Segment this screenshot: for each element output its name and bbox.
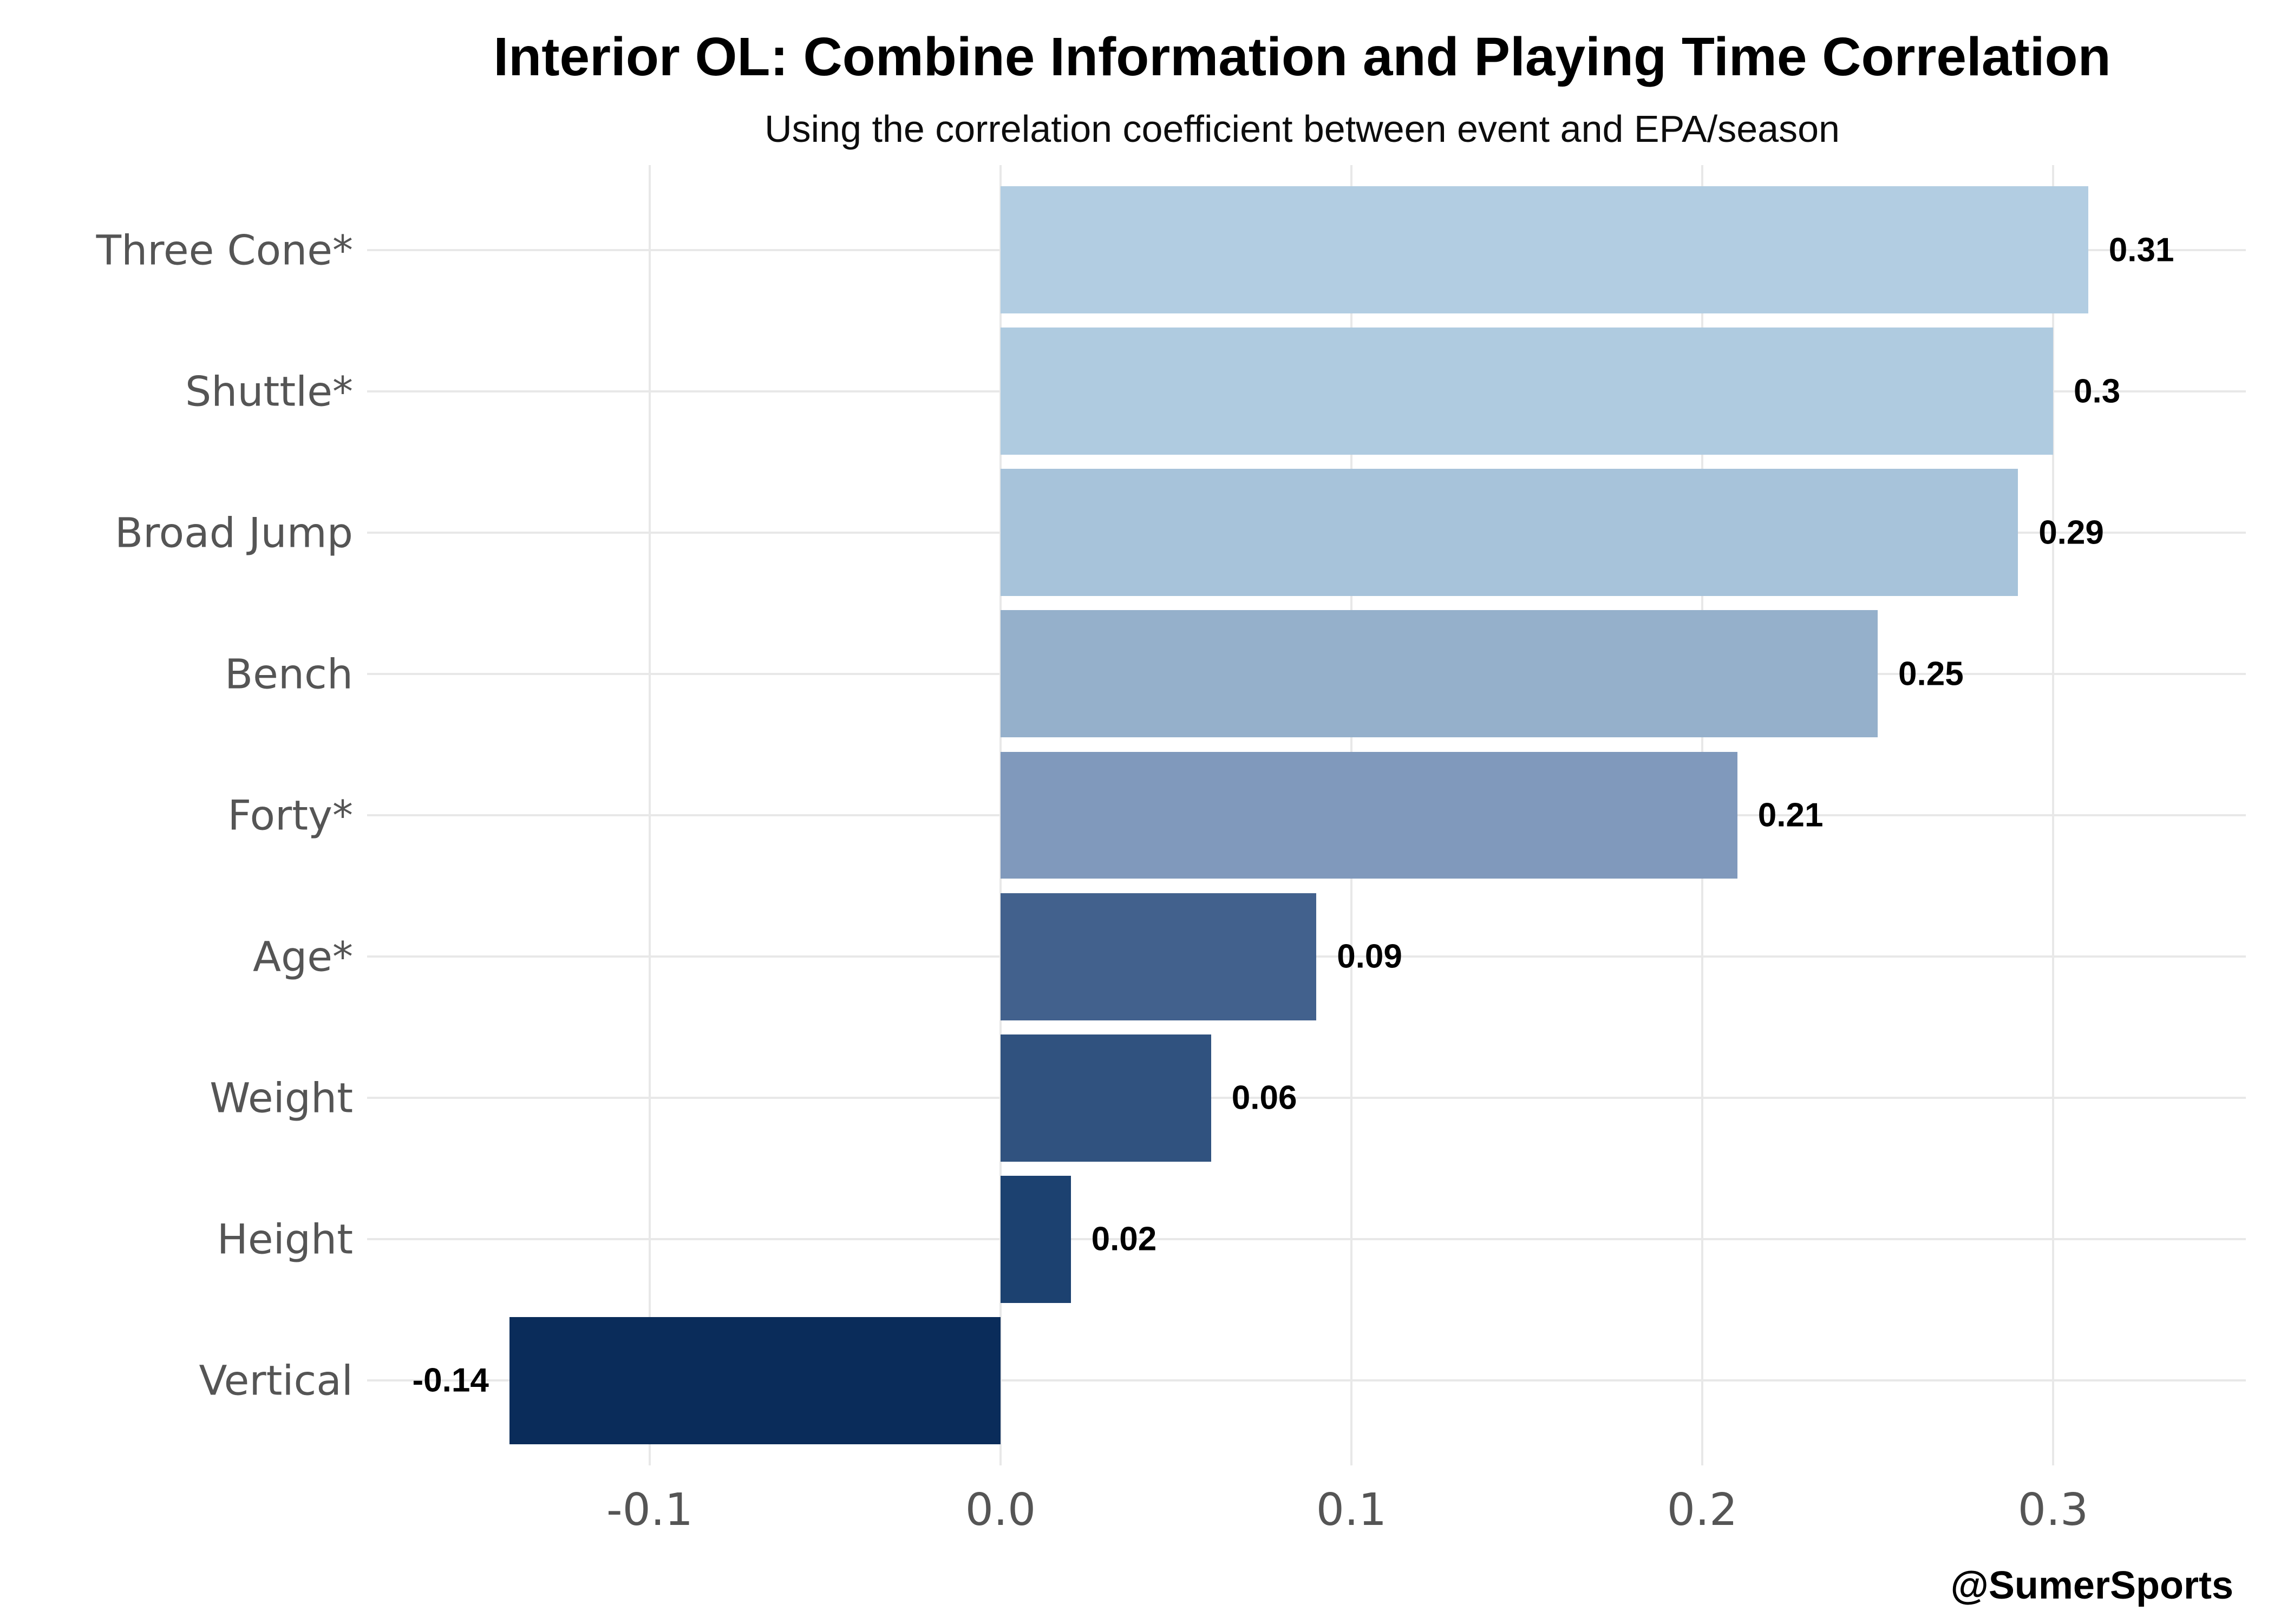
category-label-forty: Forty* bbox=[227, 791, 353, 840]
bar-weight bbox=[1001, 1034, 1211, 1162]
x-tick-label: 0.1 bbox=[1316, 1484, 1387, 1536]
attribution-handle: @SumerSports bbox=[1950, 1564, 2233, 1607]
category-label-shuttle: Shuttle* bbox=[185, 367, 353, 416]
x-tick-label: 0.0 bbox=[965, 1484, 1036, 1536]
category-label-broad-jump: Broad Jump bbox=[114, 508, 353, 557]
value-label-shuttle: 0.3 bbox=[2074, 372, 2121, 410]
category-label-three-cone: Three Cone* bbox=[96, 226, 353, 274]
bar-shuttle bbox=[1001, 328, 2053, 455]
bar-forty bbox=[1001, 751, 1737, 879]
chart-subtitle: Using the correlation coefficient betwee… bbox=[764, 108, 1840, 150]
value-label-bench: 0.25 bbox=[1898, 655, 1964, 693]
x-tick-label: 0.3 bbox=[2017, 1484, 2089, 1536]
bar-three-cone bbox=[1001, 186, 2088, 314]
chart-title: Interior OL: Combine Information and Pla… bbox=[493, 27, 2111, 87]
category-label-weight: Weight bbox=[210, 1073, 353, 1122]
bar-bench bbox=[1001, 610, 1878, 738]
bar-height bbox=[1001, 1175, 1071, 1303]
x-tick-label: 0.2 bbox=[1667, 1484, 1738, 1536]
category-label-vertical: Vertical bbox=[199, 1356, 353, 1405]
value-label-broad-jump: 0.29 bbox=[2038, 514, 2104, 552]
value-label-weight: 0.06 bbox=[1231, 1079, 1297, 1117]
bar-broad-jump bbox=[1001, 469, 2018, 597]
x-tick-label: -0.1 bbox=[606, 1484, 693, 1536]
value-label-height: 0.02 bbox=[1091, 1220, 1157, 1258]
gridline-horizontal bbox=[367, 1238, 2246, 1241]
gridline-horizontal bbox=[367, 1379, 2246, 1382]
bar-age bbox=[1001, 893, 1317, 1020]
value-label-forty: 0.21 bbox=[1757, 796, 1824, 834]
gridline-horizontal bbox=[367, 1097, 2246, 1099]
category-label-height: Height bbox=[217, 1215, 353, 1263]
value-label-age: 0.09 bbox=[1337, 938, 1402, 975]
category-label-bench: Bench bbox=[224, 650, 353, 698]
value-label-three-cone: 0.31 bbox=[2108, 231, 2174, 269]
category-label-age: Age* bbox=[253, 932, 353, 981]
value-label-vertical: -0.14 bbox=[412, 1361, 489, 1399]
bar-vertical bbox=[509, 1317, 1001, 1444]
